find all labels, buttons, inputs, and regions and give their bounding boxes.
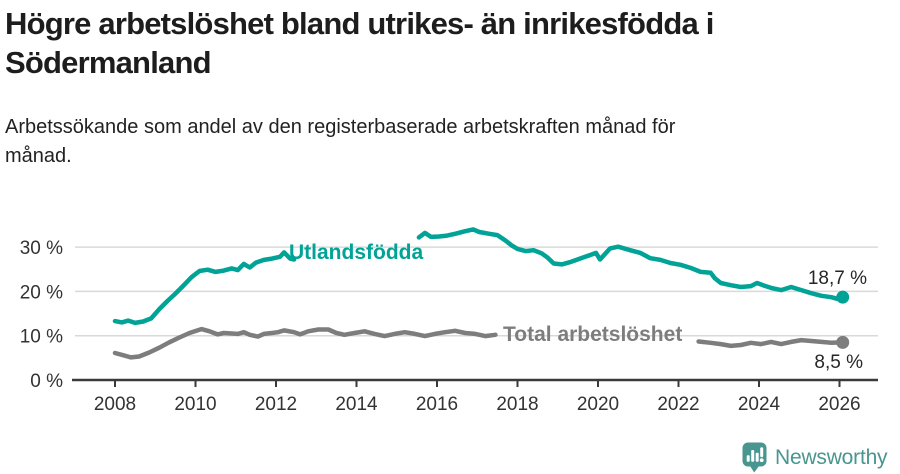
page-subtitle-line2: månad. xyxy=(5,145,72,167)
page-subtitle-line1: Arbetssökande som andel av den registerb… xyxy=(5,116,676,138)
page-title-line1: Högre arbetslöshet bland utrikes- än inr… xyxy=(5,6,714,41)
endpoint-dot-utlandsfodda xyxy=(836,290,850,304)
page-title: Högre arbetslöshet bland utrikes- än inr… xyxy=(5,4,865,82)
series-lines xyxy=(112,227,845,360)
series-line-utlandsfodda-segment-2 xyxy=(416,227,845,302)
x-tick-label-2008: 2008 xyxy=(94,394,136,415)
page-title-line2: Södermanland xyxy=(5,45,212,80)
x-tick-label-2024: 2024 xyxy=(738,394,781,415)
x-tick-label-2012: 2012 xyxy=(255,394,297,415)
series-line-total-arbetsloshet-segment-1 xyxy=(112,326,498,360)
endpoint-dot-total-arbetsloshet xyxy=(836,335,850,349)
gridlines xyxy=(75,246,878,337)
x-axis-ticks: 2008 2010 2012 2014 2016 2018 2020 2022 2024 2026 xyxy=(94,380,861,415)
y-tick-label-20: 20 % xyxy=(20,282,63,303)
page-subtitle: Arbetssökande som andel av den registerb… xyxy=(5,113,845,171)
newsworthy-logo-text: Newsworthy xyxy=(775,445,888,469)
x-tick-label-2014: 2014 xyxy=(335,394,378,415)
series-line-utlandsfodda-segment-1 xyxy=(112,250,297,326)
series-label-utlandsfodda: Utlandsfödda xyxy=(289,241,423,264)
series-endpoint-dots xyxy=(836,290,850,349)
x-tick-label-2010: 2010 xyxy=(174,394,216,415)
y-axis-labels: 0 % 10 % 20 % 30 % xyxy=(20,238,63,392)
x-tick-label-2020: 2020 xyxy=(577,394,619,415)
newsworthy-logo-link[interactable]: Newsworthy xyxy=(742,442,888,473)
y-tick-label-0: 0 % xyxy=(30,371,63,392)
x-tick-label-2016: 2016 xyxy=(416,394,458,415)
series-line-total-arbetsloshet-segment-2 xyxy=(696,337,845,349)
end-value-label-total-arbetsloshet: 8,5 % xyxy=(814,352,863,373)
bar-chart-map-pin-icon xyxy=(742,442,767,473)
y-tick-label-30: 30 % xyxy=(20,238,63,259)
line-chart: 0 % 10 % 20 % 30 % 2008 2010 2012 2014 2016 2018… xyxy=(20,227,878,415)
series-label-total-arbetsloshet: Total arbetslöshet xyxy=(503,323,682,346)
y-tick-label-10: 10 % xyxy=(20,327,63,348)
x-tick-label-2018: 2018 xyxy=(496,394,538,415)
x-tick-label-2022: 2022 xyxy=(657,394,699,415)
x-tick-label-2026: 2026 xyxy=(818,394,860,415)
end-value-label-utlandsfodda: 18,7 % xyxy=(808,268,867,289)
